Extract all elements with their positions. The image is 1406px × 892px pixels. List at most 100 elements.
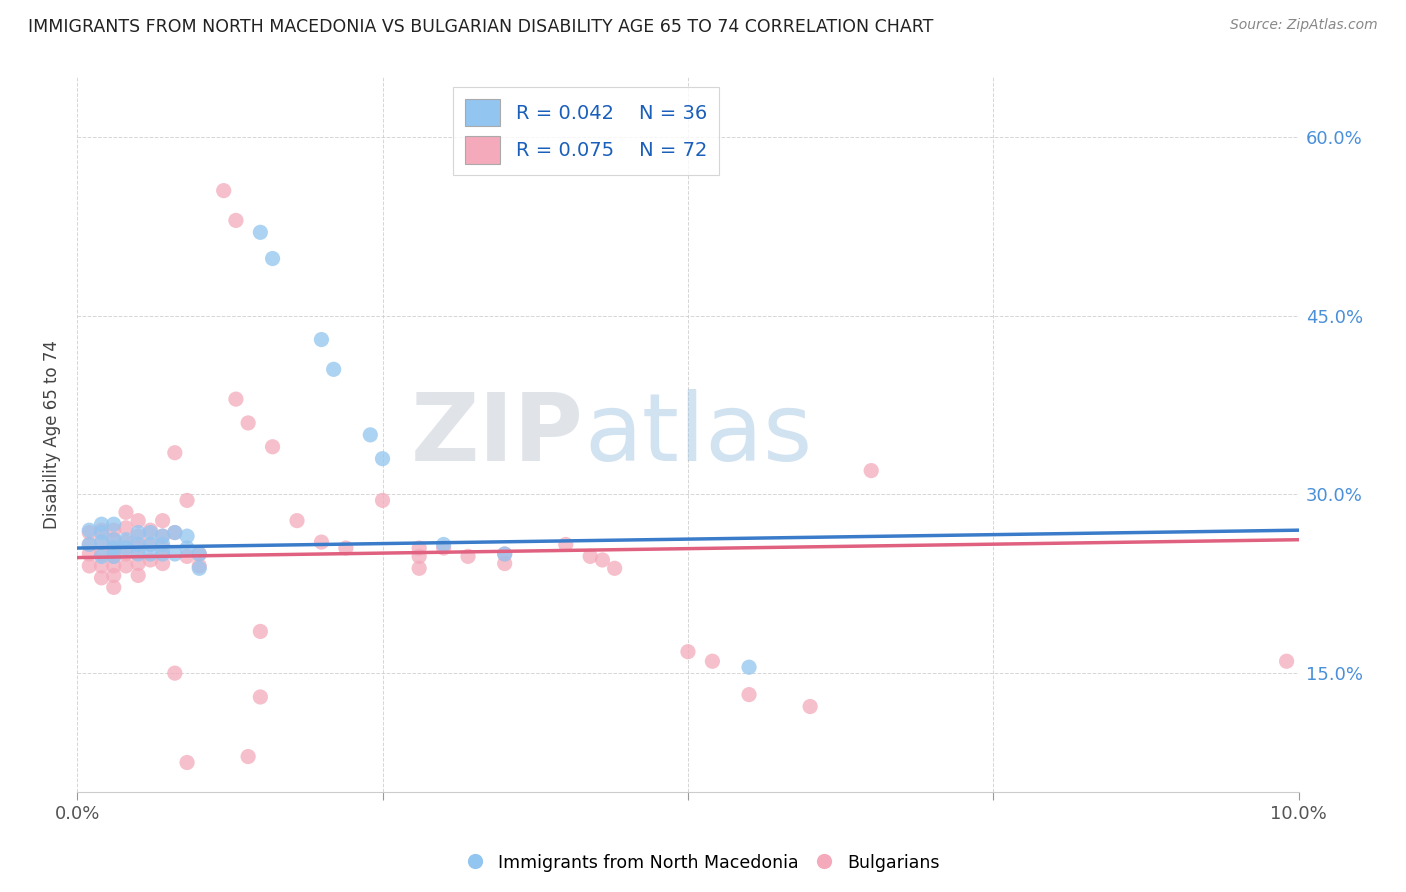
Point — [115, 535, 138, 549]
Point — [90, 517, 112, 532]
Point — [176, 549, 198, 564]
Point — [139, 553, 162, 567]
Point — [322, 362, 344, 376]
Point — [188, 558, 211, 573]
Point — [79, 558, 101, 573]
Point — [152, 514, 174, 528]
Point — [249, 225, 271, 239]
Point — [103, 549, 125, 564]
Point — [103, 533, 125, 547]
Point — [127, 514, 149, 528]
Point — [311, 535, 333, 549]
Point — [103, 541, 125, 555]
Point — [127, 541, 149, 555]
Point — [494, 547, 516, 561]
Point — [738, 660, 761, 674]
Point — [127, 557, 149, 571]
Point — [335, 541, 357, 555]
Point — [359, 428, 381, 442]
Point — [90, 535, 112, 549]
Point — [90, 571, 112, 585]
Point — [127, 568, 149, 582]
Point — [152, 529, 174, 543]
Point — [579, 549, 602, 564]
Point — [103, 580, 125, 594]
Point — [115, 547, 138, 561]
Point — [408, 549, 430, 564]
Point — [139, 537, 162, 551]
Point — [103, 523, 125, 537]
Point — [103, 549, 125, 564]
Point — [371, 451, 394, 466]
Point — [79, 523, 101, 537]
Point — [494, 557, 516, 571]
Point — [457, 549, 479, 564]
Point — [236, 416, 259, 430]
Point — [799, 699, 821, 714]
Point — [115, 521, 138, 535]
Point — [152, 547, 174, 561]
Point — [115, 505, 138, 519]
Point — [249, 624, 271, 639]
Point — [225, 392, 247, 406]
Point — [152, 537, 174, 551]
Point — [103, 568, 125, 582]
Point — [188, 561, 211, 575]
Point — [738, 688, 761, 702]
Point — [90, 535, 112, 549]
Point — [139, 525, 162, 540]
Point — [1275, 654, 1298, 668]
Point — [163, 525, 186, 540]
Legend: R = 0.042    N = 36, R = 0.075    N = 72: R = 0.042 N = 36, R = 0.075 N = 72 — [453, 87, 718, 175]
Point — [176, 541, 198, 555]
Point — [371, 493, 394, 508]
Point — [103, 541, 125, 555]
Point — [90, 523, 112, 537]
Point — [311, 333, 333, 347]
Point — [591, 553, 613, 567]
Point — [163, 525, 186, 540]
Point — [127, 547, 149, 561]
Point — [79, 537, 101, 551]
Point — [408, 541, 430, 555]
Point — [152, 541, 174, 555]
Point — [127, 529, 149, 543]
Point — [262, 440, 284, 454]
Point — [103, 517, 125, 532]
Point — [212, 184, 235, 198]
Point — [90, 558, 112, 573]
Point — [249, 690, 271, 704]
Point — [176, 756, 198, 770]
Text: atlas: atlas — [583, 389, 813, 481]
Point — [236, 749, 259, 764]
Point — [285, 514, 308, 528]
Point — [139, 537, 162, 551]
Point — [433, 537, 456, 551]
Point — [139, 523, 162, 537]
Point — [103, 533, 125, 547]
Point — [702, 654, 724, 668]
Point — [79, 537, 101, 551]
Point — [90, 547, 112, 561]
Point — [103, 558, 125, 573]
Point — [139, 547, 162, 561]
Point — [152, 557, 174, 571]
Point — [860, 464, 883, 478]
Point — [163, 446, 186, 460]
Point — [79, 547, 101, 561]
Point — [188, 547, 211, 561]
Point — [163, 666, 186, 681]
Point — [127, 537, 149, 551]
Point — [115, 558, 138, 573]
Point — [603, 561, 626, 575]
Y-axis label: Disability Age 65 to 74: Disability Age 65 to 74 — [44, 341, 60, 529]
Text: ZIP: ZIP — [411, 389, 583, 481]
Point — [176, 529, 198, 543]
Point — [188, 547, 211, 561]
Text: IMMIGRANTS FROM NORTH MACEDONIA VS BULGARIAN DISABILITY AGE 65 TO 74 CORRELATION: IMMIGRANTS FROM NORTH MACEDONIA VS BULGA… — [28, 18, 934, 36]
Point — [225, 213, 247, 227]
Point — [79, 525, 101, 540]
Point — [494, 547, 516, 561]
Text: Source: ZipAtlas.com: Source: ZipAtlas.com — [1230, 18, 1378, 32]
Point — [262, 252, 284, 266]
